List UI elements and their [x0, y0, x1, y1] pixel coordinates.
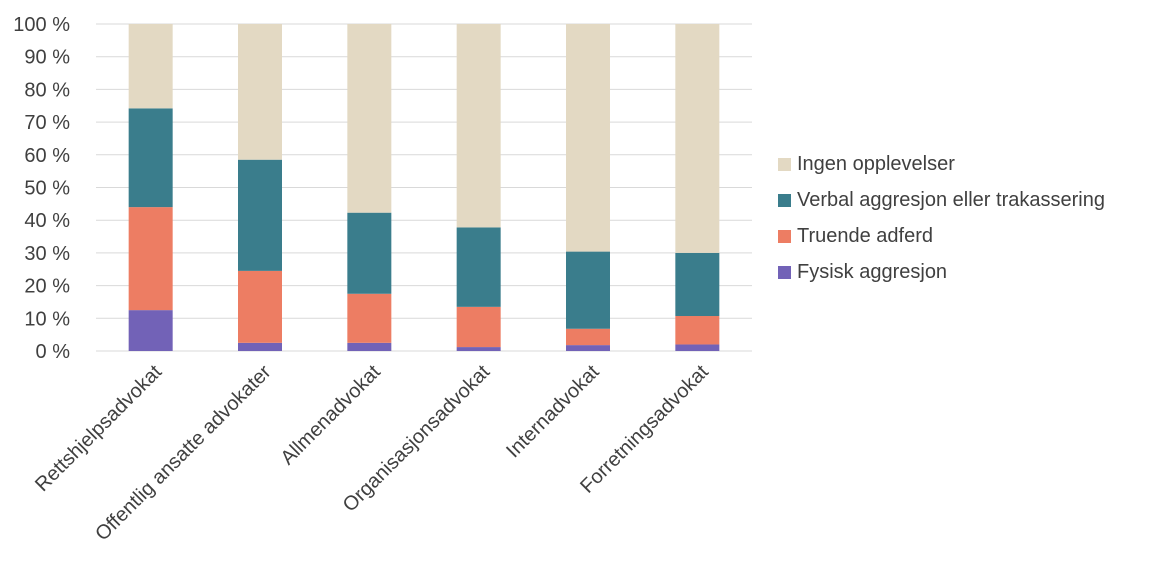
- y-tick-label: 10 %: [24, 308, 70, 330]
- bar-segment: [347, 24, 392, 213]
- bar-segment: [456, 306, 501, 348]
- legend-swatch: [778, 157, 791, 171]
- legend-label: Fysisk aggresjon: [797, 260, 948, 283]
- bar-segment: [347, 212, 392, 294]
- y-tick-label: 70 %: [24, 112, 70, 134]
- bar-segment: [128, 207, 173, 311]
- legend-item: Fysisk aggresjon: [778, 254, 1105, 290]
- x-tick-label: Offentlig ansatte advokater: [91, 361, 276, 546]
- legend: Ingen opplevelser Verbal aggresjon eller …: [778, 146, 1105, 290]
- y-tick-label: 50 %: [24, 178, 70, 200]
- legend-item: Ingen opplevelser: [778, 146, 1105, 182]
- bar-segment: [347, 293, 392, 343]
- y-tick-label: 0 %: [36, 341, 71, 363]
- legend-item: Verbal aggresjon eller trakassering: [778, 182, 1105, 218]
- bar-segment: [675, 316, 720, 345]
- y-tick-label: 100 %: [13, 14, 70, 36]
- y-tick-label: 20 %: [24, 276, 70, 298]
- bar-segment: [238, 24, 282, 160]
- bar-segment: [675, 252, 720, 317]
- legend-item: Truende adferd: [778, 218, 1105, 254]
- legend-label: Ingen opplevelser: [797, 152, 955, 175]
- bar-segment: [566, 345, 610, 351]
- bar-segment: [128, 310, 173, 351]
- gridlines: [96, 23, 752, 352]
- y-tick-label: 40 %: [24, 210, 70, 232]
- bar-segment: [456, 227, 501, 307]
- legend-swatch: [778, 229, 791, 243]
- y-tick-label: 90 %: [24, 47, 70, 69]
- bar-segment: [456, 347, 501, 351]
- y-tick-label: 80 %: [24, 79, 70, 101]
- bar-segment: [675, 24, 720, 253]
- bar-segment: [238, 342, 282, 351]
- y-tick-label: 30 %: [24, 243, 70, 265]
- legend-swatch: [778, 265, 791, 279]
- bar-segment: [675, 344, 720, 351]
- bar-segment: [566, 24, 610, 252]
- x-tick-label: Internadvokat: [502, 361, 604, 463]
- legend-label: Truende adferd: [797, 224, 934, 247]
- bar-segment: [238, 270, 282, 343]
- bar-segment: [347, 342, 392, 351]
- legend-swatch: [778, 193, 791, 207]
- bar-segment: [566, 328, 610, 346]
- bar-segment: [566, 251, 610, 329]
- bar-segment: [456, 24, 501, 228]
- bar-segment: [128, 108, 173, 208]
- y-axis-ticks: 0 % 10 % 20 % 30 % 40 % 50 % 60 % 70 % 80 % 90 % 1…: [13, 14, 70, 363]
- bar-segment: [238, 159, 282, 271]
- x-tick-label: Allmenadvokat: [277, 361, 386, 470]
- legend-label: Verbal aggresjon eller trakassering: [797, 188, 1105, 211]
- y-tick-label: 60 %: [24, 145, 70, 167]
- bar-segment: [128, 24, 173, 109]
- bars: [128, 24, 720, 351]
